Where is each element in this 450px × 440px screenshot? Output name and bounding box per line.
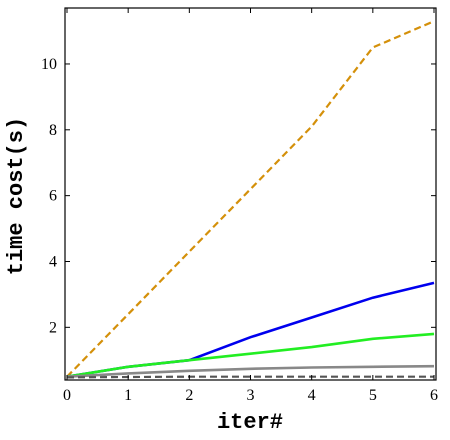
tick-layer: 0 1 2 3 4 5 6 2 4 6 8 10: [41, 8, 438, 404]
x-tick-label: 1: [124, 387, 132, 404]
x-tick-label: 6: [430, 387, 438, 404]
series-line-1: [66, 20, 435, 378]
x-tick-label: 4: [308, 387, 316, 404]
x-tick-label: 3: [247, 387, 255, 404]
series-layer: [66, 20, 435, 379]
x-axis-title: iter#: [217, 410, 283, 435]
x-tick-label: 2: [185, 387, 193, 404]
y-tick-label: 8: [49, 122, 57, 139]
plot-frame: [64, 7, 437, 381]
y-axis-title: time cost(s): [4, 117, 29, 275]
x-tick-label: 5: [369, 387, 377, 404]
y-tick-label: 10: [41, 56, 57, 73]
series-line-4: [66, 364, 435, 378]
series-line-3: [66, 332, 435, 378]
x-tick-label: 0: [63, 387, 71, 404]
y-tick-label: 6: [49, 188, 57, 205]
y-tick-label: 2: [49, 319, 57, 336]
y-tick-label: 4: [49, 253, 57, 270]
series-line-2: [66, 281, 435, 378]
